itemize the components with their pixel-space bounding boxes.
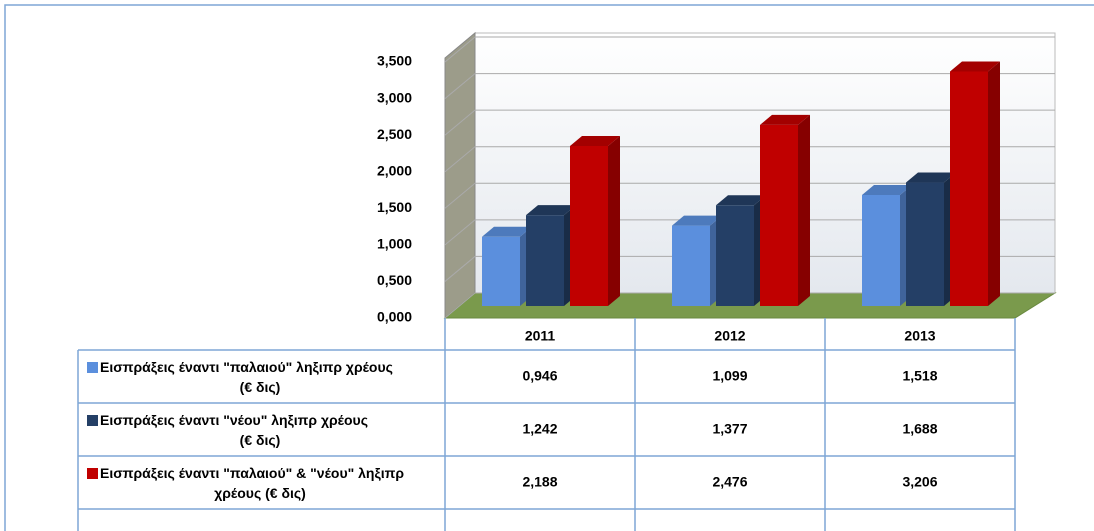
grid-line xyxy=(444,146,1055,173)
bar xyxy=(482,236,520,306)
y-tick-label: 0,500 xyxy=(377,272,412,288)
bar xyxy=(862,194,900,306)
bar xyxy=(716,205,754,306)
table-value: 0,946 xyxy=(522,368,557,384)
y-tick-label: 0,000 xyxy=(377,309,412,325)
bar xyxy=(526,215,564,306)
table-value: 1,377 xyxy=(712,421,747,437)
grid-line xyxy=(444,219,1055,246)
bar xyxy=(570,145,608,306)
bar-top xyxy=(526,205,576,216)
bar-top xyxy=(570,135,620,146)
legend-label: Εισπράξεις έναντι "νέου" ληξιπρ χρέους (€… xyxy=(100,412,368,448)
table-value: 3,206 xyxy=(902,474,937,490)
grid-line xyxy=(444,36,1055,63)
legend-label: Εισπράξεις έναντι "παλαιού" & "νέου" ληξ… xyxy=(100,465,404,501)
x-tick-label: 2013 xyxy=(904,328,935,344)
y-tick-label: 2,500 xyxy=(377,126,412,142)
bar-top xyxy=(906,172,956,183)
bar-top xyxy=(672,215,722,226)
bar xyxy=(672,225,710,306)
table-value: 2,476 xyxy=(712,474,747,490)
legend-label: Εισπράξεις έναντι "παλαιού" ληξιπρ χρέου… xyxy=(100,359,393,395)
table-value: 1,242 xyxy=(522,421,557,437)
x-tick-label: 2011 xyxy=(525,328,556,344)
y-tick-label: 1,000 xyxy=(377,236,412,252)
bar-top xyxy=(950,61,1000,72)
side-wall xyxy=(444,31,476,320)
table-value: 2,188 xyxy=(522,474,557,490)
bar xyxy=(760,124,798,306)
grid-line xyxy=(444,255,1055,282)
legend-key xyxy=(87,362,98,373)
bar-top xyxy=(716,195,766,206)
y-tick-label: 1,500 xyxy=(377,199,412,215)
legend-key xyxy=(87,415,98,426)
bar xyxy=(950,71,988,306)
table-value: 1,099 xyxy=(712,368,747,384)
grid-line xyxy=(444,182,1055,209)
x-tick-label: 2012 xyxy=(714,328,745,344)
bar-side xyxy=(988,61,1000,307)
grid-line xyxy=(444,109,1055,136)
y-tick-label: 3,000 xyxy=(377,89,412,105)
table-value: 1,688 xyxy=(902,421,937,437)
bar-side xyxy=(608,135,620,306)
bar xyxy=(906,182,944,306)
grid-line xyxy=(444,292,1055,319)
bar-top xyxy=(760,114,810,125)
table-value: 1,518 xyxy=(902,368,937,384)
bar-top xyxy=(482,226,532,237)
y-tick-label: 3,500 xyxy=(377,53,412,69)
bar-top xyxy=(862,184,912,195)
bar-side xyxy=(798,114,810,306)
grid-line xyxy=(444,73,1055,99)
y-tick-label: 2,000 xyxy=(377,162,412,178)
legend-key xyxy=(87,468,98,479)
